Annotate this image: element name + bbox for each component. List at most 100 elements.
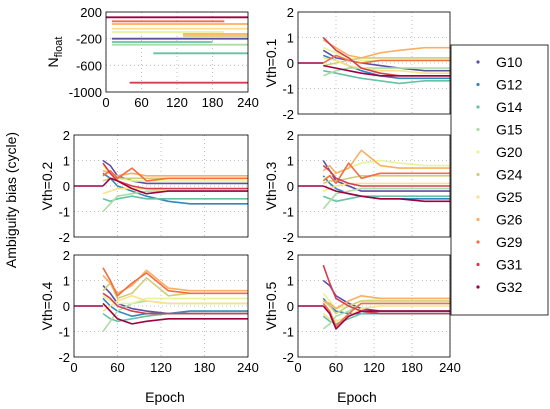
x-tick-label: 60	[134, 95, 148, 110]
series-line-g32	[322, 185, 450, 203]
series-line-g20	[323, 159, 450, 180]
xlabel-right: Epoch	[337, 389, 377, 405]
legend-label: G25	[496, 189, 523, 205]
legend-marker	[476, 105, 480, 109]
x-tick-label: 240	[237, 360, 259, 375]
series-line-g29	[322, 54, 450, 64]
axes-frame	[105, 11, 249, 93]
series-line-g25	[323, 182, 450, 192]
series-line-g14	[323, 69, 450, 85]
series-line-g29	[322, 162, 450, 185]
legend-label: G10	[496, 54, 523, 70]
legend-label: G14	[496, 99, 523, 115]
series-line-g15	[322, 187, 450, 210]
legend-item-g14: G14	[476, 99, 523, 115]
y-axis-label: Vth=0.5	[263, 281, 279, 330]
series-line-g24	[323, 175, 450, 185]
legend-label: G20	[496, 144, 523, 160]
y-tick-label: -600	[76, 58, 102, 73]
legend-marker	[476, 60, 480, 64]
y-axis-label: Vth=0.2	[39, 161, 55, 210]
axes-frame	[297, 254, 451, 358]
x-tick-label: 60	[110, 360, 124, 375]
series-line-g29	[102, 167, 248, 182]
legend-marker	[476, 150, 480, 154]
legend-marker	[476, 285, 480, 289]
legend-item-g31: G31	[476, 257, 523, 273]
series-line-g32	[322, 305, 450, 330]
axes-frame	[297, 134, 451, 238]
legend-item-g25: G25	[476, 189, 523, 205]
series-line-g25	[102, 294, 248, 312]
legend-marker	[476, 172, 480, 177]
x-tick-label: 180	[194, 360, 216, 375]
legend-marker	[476, 262, 480, 267]
x-tick-label: 240	[237, 95, 259, 110]
y-tick-label: -2	[58, 230, 70, 245]
y-axis-label: Nfloat	[45, 37, 65, 68]
y-tick-label: 0	[63, 179, 70, 194]
x-tick-label: 120	[363, 360, 385, 375]
series-line-g12	[102, 172, 248, 205]
series-line-g31	[102, 292, 248, 315]
series-line-g15	[323, 67, 450, 77]
legend-item-g12: G12	[476, 77, 523, 93]
series-line-g10	[102, 159, 248, 185]
legend-item-g10: G10	[476, 54, 523, 70]
series-line-g32	[102, 177, 248, 195]
y-tick-label: -1	[58, 205, 70, 220]
legend-label: G32	[496, 279, 523, 295]
x-tick-label: 120	[150, 360, 172, 375]
x-tick-label: 0	[70, 360, 77, 375]
y-tick-label: 0	[287, 56, 294, 71]
y-axis-label-subscript: float	[53, 37, 65, 58]
legend-item-g24: G24	[476, 167, 523, 183]
y-tick-label: 2	[287, 128, 294, 143]
legend-label: G15	[496, 122, 523, 138]
y-tick-label: 2	[63, 248, 70, 263]
series-line-g26	[322, 39, 450, 59]
legend-label: G29	[496, 234, 523, 250]
series-line-g26	[323, 294, 450, 310]
y-tick-label: -200	[76, 32, 102, 47]
series-line-g29	[322, 302, 450, 328]
legend-item-g29: G29	[476, 234, 523, 250]
legend-label: G24	[496, 167, 523, 183]
series-line-g32	[323, 64, 450, 77]
legend-box	[450, 44, 549, 316]
y-tick-label: 0	[287, 299, 294, 314]
legend-label: G26	[496, 212, 523, 228]
legend-marker	[476, 195, 480, 199]
y-tick-label: 1	[287, 274, 294, 289]
x-tick-label: 120	[166, 95, 188, 110]
axes-frame	[297, 11, 451, 115]
legend-marker	[476, 240, 480, 244]
series-line-g29	[102, 267, 248, 297]
xlabel-left: Epoch	[145, 389, 185, 405]
y-tick-label: -1	[58, 325, 70, 340]
y-axis-label: Vth=0.1	[263, 38, 279, 87]
panel-vth-0.3: -2 -1 0 1 2 Vth=0.3	[263, 128, 451, 245]
shared-ylabel: Ambiguity bias (cycle)	[3, 132, 19, 268]
x-tick-label: 180	[202, 95, 224, 110]
x-tick-label: 240	[439, 360, 461, 375]
y-tick-label: 2	[63, 128, 70, 143]
panel-vth-0.2: -2 -1 0 1 2 Vth=0.2	[39, 128, 249, 245]
axes-frame	[73, 254, 249, 358]
series-line-g10	[322, 49, 450, 72]
series-line-g31	[322, 164, 450, 187]
panel-vth-0.1: -2 -1 0 1 2 Vth=0.1	[263, 5, 451, 122]
series-line-g26	[322, 149, 450, 175]
series-line-g24	[323, 57, 450, 67]
legend-marker	[476, 127, 480, 132]
y-tick-label: -1	[282, 82, 294, 97]
y-tick-label: 0	[63, 299, 70, 314]
legend-marker	[476, 82, 480, 87]
x-tick-label: 60	[329, 360, 343, 375]
legend-label: G12	[496, 77, 523, 93]
legend-item-g32: G32	[476, 279, 523, 295]
y-tick-label: 2	[287, 5, 294, 20]
series-line-g25	[323, 57, 450, 74]
